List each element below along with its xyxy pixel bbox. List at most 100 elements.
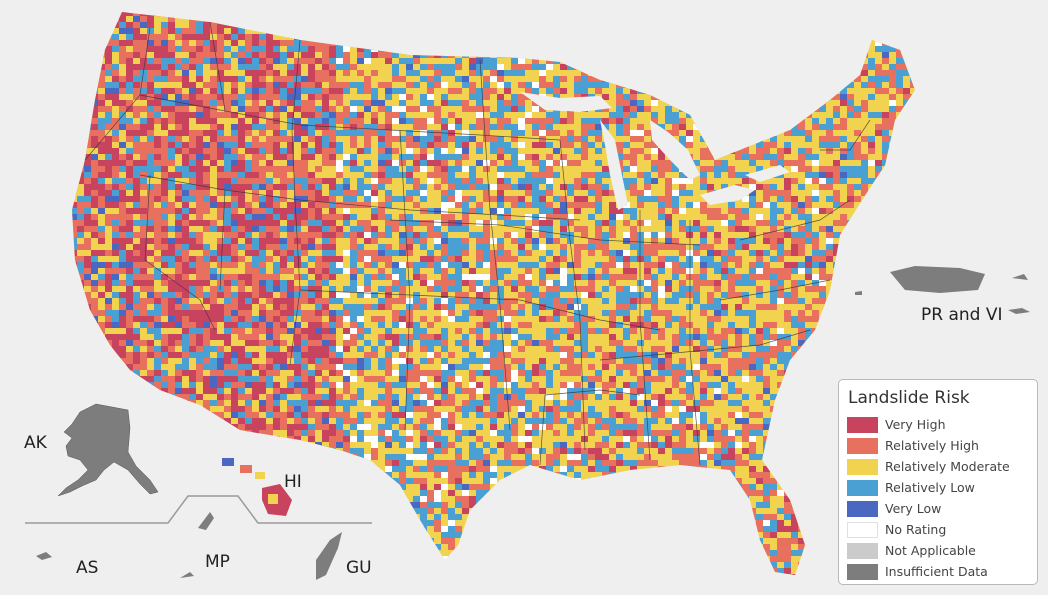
county-cell	[322, 100, 329, 106]
county-cell	[497, 76, 504, 82]
county-cell	[72, 238, 77, 244]
county-cell	[609, 184, 616, 190]
county-cell	[721, 202, 728, 208]
county-cell	[147, 124, 154, 130]
county-cell	[812, 214, 819, 220]
county-cell	[637, 208, 644, 214]
county-cell	[322, 232, 329, 238]
county-cell	[896, 94, 903, 100]
county-cell	[406, 166, 413, 172]
county-cell	[329, 82, 336, 88]
county-cell	[875, 52, 882, 58]
county-cell	[574, 70, 581, 76]
county-cell	[322, 172, 329, 178]
county-cell	[686, 106, 693, 112]
county-cell	[840, 172, 847, 178]
county-cell	[140, 160, 147, 166]
county-cell	[574, 46, 581, 52]
county-cell	[343, 142, 350, 148]
county-cell	[105, 148, 112, 154]
county-cell	[308, 88, 315, 94]
county-cell	[154, 12, 161, 16]
county-cell	[567, 22, 574, 28]
county-cell	[371, 208, 378, 214]
county-cell	[364, 220, 371, 226]
county-cell	[707, 226, 714, 232]
county-cell	[497, 28, 504, 34]
county-cell	[399, 244, 406, 250]
county-cell	[427, 28, 434, 34]
county-cell	[819, 64, 826, 70]
county-cell	[455, 214, 462, 220]
county-cell	[546, 52, 553, 58]
county-cell	[364, 136, 371, 142]
county-cell	[364, 88, 371, 94]
county-cell	[623, 148, 630, 154]
county-cell	[539, 64, 546, 70]
county-cell	[168, 88, 175, 94]
county-cell	[483, 232, 490, 238]
county-cell	[616, 16, 623, 22]
county-cell	[791, 94, 798, 100]
county-cell	[868, 160, 875, 166]
county-cell	[105, 190, 112, 196]
county-cell	[742, 250, 749, 256]
county-cell	[609, 232, 616, 238]
county-cell	[861, 148, 868, 154]
county-cell	[427, 46, 434, 52]
county-cell	[294, 208, 301, 214]
county-cell	[756, 28, 770, 40]
county-cell	[588, 160, 595, 166]
county-cell	[665, 76, 679, 88]
county-cell	[707, 178, 714, 184]
county-cell	[203, 196, 210, 202]
county-cell	[672, 112, 679, 118]
county-cell	[714, 244, 721, 250]
county-cell	[476, 100, 483, 106]
county-cell	[154, 190, 161, 196]
county-cell	[581, 16, 588, 22]
county-cell	[805, 94, 812, 100]
county-cell	[77, 100, 84, 106]
county-cell	[434, 136, 441, 142]
county-cell	[833, 130, 840, 136]
county-cell	[364, 100, 371, 106]
county-cell	[714, 112, 721, 118]
county-cell	[105, 226, 112, 232]
county-cell	[840, 22, 854, 34]
county-cell	[574, 202, 581, 208]
county-cell	[651, 34, 665, 46]
county-cell	[224, 142, 231, 148]
county-cell	[154, 202, 161, 208]
county-cell	[581, 76, 588, 82]
county-cell	[644, 124, 651, 130]
county-cell	[868, 70, 875, 76]
county-cell	[378, 136, 385, 142]
county-cell	[294, 88, 301, 94]
county-cell	[679, 22, 686, 28]
county-cell	[917, 172, 924, 178]
county-cell	[854, 118, 861, 124]
county-cell	[420, 220, 427, 226]
county-cell	[112, 40, 119, 46]
county-cell	[910, 166, 915, 172]
county-cell	[210, 136, 217, 142]
county-cell	[574, 58, 581, 64]
county-cell	[700, 58, 707, 64]
county-cell	[616, 112, 623, 118]
county-cell	[637, 220, 644, 226]
county-cell	[266, 154, 273, 160]
county-cell	[182, 34, 189, 40]
county-cell	[742, 64, 749, 70]
county-cell	[679, 100, 693, 106]
county-cell	[868, 238, 875, 244]
county-cell	[588, 184, 595, 190]
county-cell	[812, 172, 819, 178]
county-cell	[623, 100, 630, 106]
county-cell	[217, 58, 224, 64]
county-cell	[658, 12, 665, 16]
county-cell	[469, 238, 476, 244]
county-cell	[812, 178, 819, 184]
county-cell	[833, 184, 840, 190]
county-cell	[532, 118, 539, 124]
